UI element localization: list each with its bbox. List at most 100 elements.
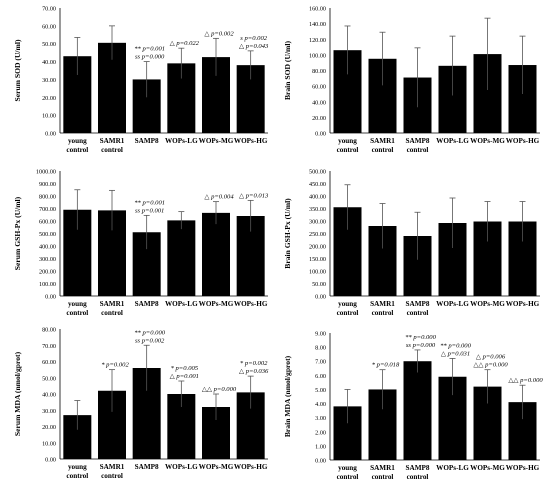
significance-label: ** p=0.001 [134,199,165,206]
category-label: young [338,137,357,145]
category-label: young [68,463,87,471]
category-label: WOPs-LG [436,300,469,308]
category-label: young [338,300,357,308]
category-label: SAMR1 [370,137,395,145]
category-label: SAMR1 [100,137,125,145]
significance-label: △ p=0.036 [239,368,269,375]
y-tick-label: 70.00 [42,343,56,350]
y-tick-label: 160.00 [309,6,326,13]
category-label: control [337,473,359,481]
category-label: young [68,137,87,145]
category-label: young [338,464,357,472]
category-label: control [372,473,394,481]
y-tick-label: 700.00 [39,206,56,213]
category-label: WOPs-LG [165,463,198,471]
y-tick-label: 400.00 [309,194,326,201]
y-tick-label: 0.00 [45,131,56,138]
y-axis-label: Serum SOD (U/ml) [13,39,22,101]
category-label: WOPs-HG [234,137,268,145]
bar [202,212,230,296]
category-label: WOPs-MG [470,464,505,472]
y-tick-label: 5.00 [315,387,326,394]
category-label: WOPs-LG [436,137,469,145]
y-tick-label: 30.00 [42,77,56,84]
y-tick-label: 80.00 [42,327,56,334]
y-tick-label: 50.00 [42,41,56,48]
y-tick-label: 100.00 [309,52,326,59]
significance-label: ss p=0.001 [135,207,164,214]
y-tick-label: 250.00 [309,231,326,238]
y-tick-label: 140.00 [309,21,326,28]
y-tick-label: 450.00 [309,181,326,188]
y-tick-label: 200.00 [309,244,326,251]
significance-label: ** p=0.000 [440,342,472,349]
category-label: WOPs-HG [234,300,268,308]
y-tick-label: 120.00 [309,37,326,44]
y-tick-label: 10.00 [42,113,56,120]
category-label: WOPs-LG [436,464,469,472]
y-tick-label: 20.00 [312,115,326,122]
y-tick-label: 100.00 [309,269,326,276]
y-tick-label: 0.00 [45,457,56,464]
y-tick-label: 60.00 [312,84,326,91]
category-label: WOPs-MG [470,300,505,308]
y-tick-label: 40.00 [42,392,56,399]
category-label: young [68,300,87,308]
y-tick-label: 10.00 [42,440,56,447]
significance-label: * p=0.002 [101,362,129,369]
significance-label: △ p=0.006 [476,354,506,361]
y-tick-label: 0.00 [315,294,326,301]
significance-label: ** p=0.000 [134,329,166,336]
y-tick-label: 300.00 [39,256,56,263]
bar [167,220,196,296]
category-label: SAMP8 [135,300,159,308]
category-label: SAMP8 [406,300,430,308]
y-tick-label: 70.00 [42,6,56,13]
y-tick-label: 200.00 [39,269,56,276]
y-axis-label: Brain MDA (nmol/gprot) [283,355,292,437]
y-tick-label: 30.00 [42,408,56,415]
category-label: SAMR1 [370,464,395,472]
category-label: SAMP8 [406,464,430,472]
y-axis-label: Serum GSH-Px (U/ml) [13,196,22,270]
y-tick-label: 900.00 [39,181,56,188]
y-tick-label: 500.00 [309,169,326,176]
y-tick-label: 40.00 [312,99,326,106]
y-tick-label: 350.00 [309,206,326,213]
category-label: WOPs-MG [199,300,234,308]
significance-label: ** p=0.000 [405,334,437,341]
y-tick-label: 40.00 [42,59,56,66]
category-label: WOPs-HG [506,137,540,145]
bar [403,361,432,460]
category-label: WOPs-MG [199,137,234,145]
significance-label: △ p=0.001 [170,373,199,380]
y-tick-label: 600.00 [39,219,56,226]
category-label: SAMR1 [100,463,125,471]
y-tick-label: 20.00 [42,95,56,102]
category-label: WOPs-HG [234,463,268,471]
significance-label: s p=0.002 [240,35,267,42]
category-label: control [372,309,394,317]
category-label: control [101,472,123,480]
significance-label: △△ p=0.000 [202,386,237,393]
category-label: control [372,146,394,154]
significance-label: △ p=0.043 [239,43,269,50]
category-label: WOPs-MG [470,137,505,145]
category-label: control [407,309,429,317]
significance-label: △△ p=0.000 [508,377,543,384]
category-label: control [66,472,88,480]
significance-label: ss p=0.000 [135,54,165,61]
category-label: SAMP8 [406,137,430,145]
y-tick-label: 60.00 [42,359,56,366]
y-tick-label: 800.00 [39,194,56,201]
significance-label: * p=0.002 [240,360,268,367]
y-tick-label: 150.00 [309,256,326,263]
category-label: control [337,146,359,154]
y-tick-label: 0.00 [45,294,56,301]
category-label: control [407,146,429,154]
category-label: SAMR1 [100,300,125,308]
category-label: control [407,473,429,481]
y-tick-label: 60.00 [42,23,56,30]
y-tick-label: 1000.00 [36,169,56,176]
